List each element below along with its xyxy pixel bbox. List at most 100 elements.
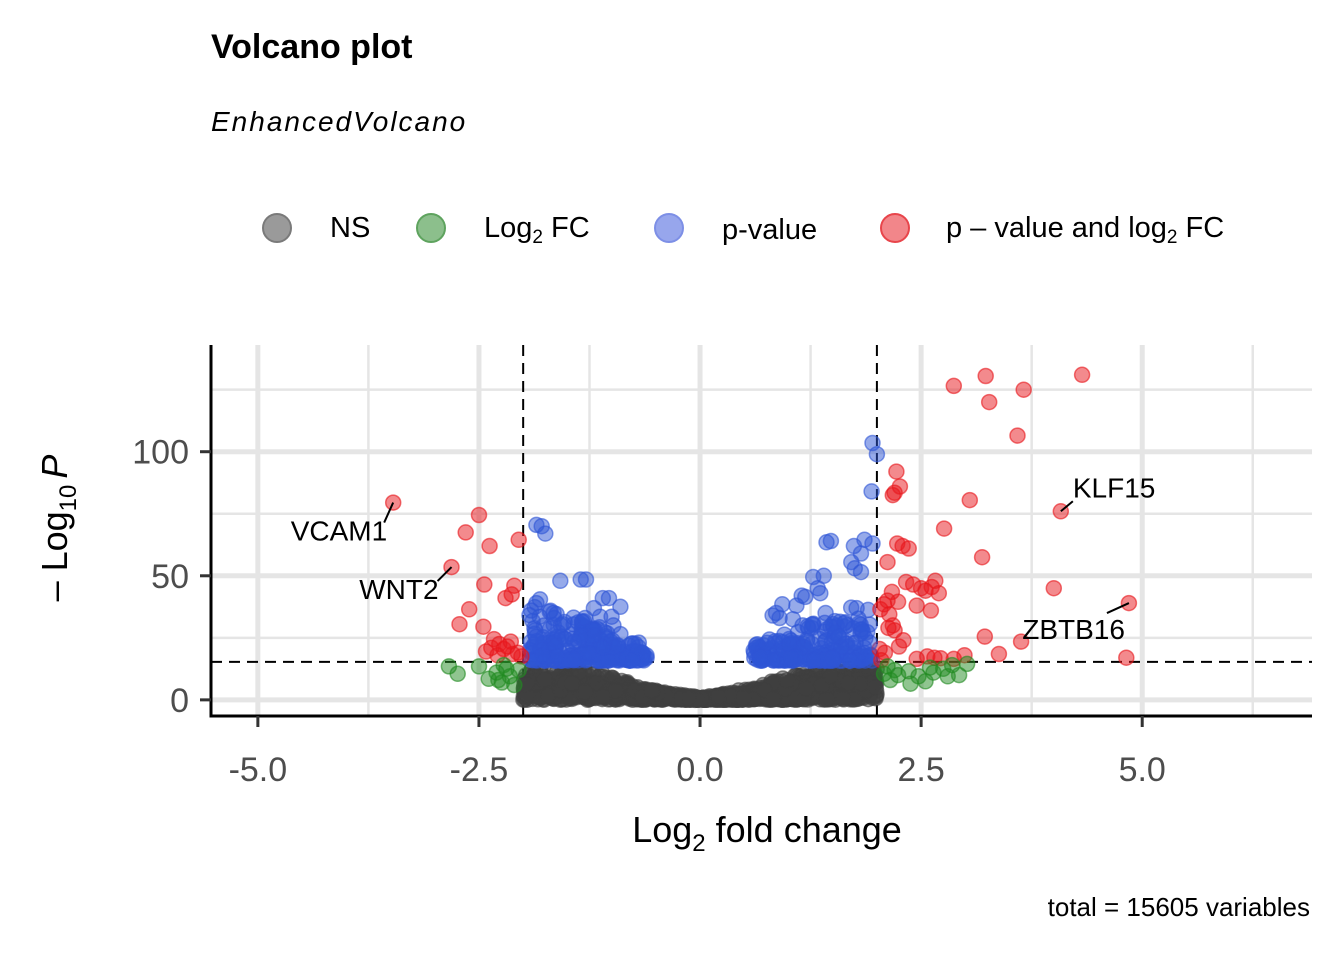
point-pvalue	[847, 634, 864, 652]
legend-label-both-post: FC	[1177, 212, 1225, 244]
point-pvalue-and-log2fc	[908, 597, 925, 614]
point-pvalue	[788, 597, 805, 614]
y-axis-label: – Log10 P	[34, 455, 82, 602]
chart-title: Volcano plot	[211, 28, 413, 66]
point-pvalue	[576, 609, 594, 627]
point-pvalue-and-log2fc	[980, 393, 998, 411]
point-ns	[680, 689, 697, 707]
point-pvalue-and-log2fc	[1009, 427, 1026, 444]
legend-key-ns-icon	[262, 213, 292, 243]
point-ns	[797, 680, 815, 697]
gene-label-connector	[436, 566, 453, 582]
point-log2fc	[925, 664, 942, 681]
point-pvalue	[804, 615, 821, 633]
point-pvalue-and-log2fc	[476, 576, 493, 593]
point-pvalue	[585, 627, 603, 644]
point-pvalue-and-log2fc	[977, 367, 994, 385]
point-pvalue	[782, 649, 800, 666]
point-ns	[734, 689, 752, 707]
point-log2fc	[879, 658, 896, 675]
point-pvalue-and-log2fc	[1012, 633, 1030, 650]
point-pvalue	[822, 532, 840, 550]
point-log2fc	[470, 658, 488, 675]
chart-caption: total = 15605 variables	[1047, 892, 1310, 922]
point-pvalue	[548, 648, 566, 665]
point-pvalue	[824, 649, 841, 667]
point-pvalue-and-log2fc	[945, 377, 963, 395]
point-pvalue-and-log2fc	[483, 639, 500, 657]
point-pvalue	[609, 637, 627, 654]
x-tick-label: -2.5	[450, 751, 509, 789]
point-ns	[563, 675, 581, 692]
point-pvalue-and-log2fc	[510, 531, 527, 549]
point-log2fc	[490, 671, 507, 689]
legend-label-log2fc-pre: Log	[484, 212, 533, 244]
x-tick-label: 5.0	[1119, 751, 1166, 789]
point-pvalue-and-log2fc	[935, 520, 953, 537]
point-log2fc	[943, 656, 961, 674]
point-pvalue-and-log2fc	[961, 491, 979, 509]
legend-label-both-pre: p – value and log	[946, 212, 1167, 244]
gene-label-vcam1: VCAM1	[291, 516, 387, 547]
point-pvalue	[537, 525, 554, 542]
point-pvalue	[638, 647, 655, 664]
point-pvalue	[868, 445, 886, 463]
point-pvalue	[534, 646, 551, 664]
point-ns	[710, 688, 727, 705]
point-pvalue-and-log2fc	[990, 645, 1008, 663]
y-tick-label: 50	[151, 558, 189, 596]
point-pvalue-and-log2fc	[973, 548, 991, 566]
point-pvalue	[522, 602, 540, 619]
point-pvalue	[841, 652, 859, 669]
legend-label-both-sub: 2	[1166, 227, 1178, 248]
point-pvalue	[848, 599, 865, 617]
point-log2fc	[506, 676, 523, 694]
point-pvalue-and-log2fc	[470, 506, 488, 524]
point-ns	[834, 690, 852, 708]
point-pvalue-and-log2fc	[509, 644, 527, 661]
point-log2fc	[889, 666, 907, 684]
x-axis-label-sub: 2	[692, 830, 705, 857]
point-log2fc	[902, 675, 919, 692]
legend-label-log2fc-sub: 2	[532, 227, 543, 248]
gene-labels: VCAM1 WNT2 KLF15 ZBTB16	[291, 472, 1156, 645]
point-pvalue	[552, 572, 569, 590]
point-pvalue	[554, 615, 572, 633]
x-axis-label-post: fold change	[706, 809, 902, 850]
point-log2fc	[958, 655, 976, 673]
point-ns	[867, 679, 884, 696]
point-pvalue	[527, 628, 545, 646]
point-ns	[576, 683, 594, 701]
legend-key-pvalue-and-log2fc-icon	[880, 213, 910, 243]
gene-label-zbtb16: ZBTB16	[1022, 614, 1125, 645]
point-log2fc	[498, 660, 515, 678]
point-pvalue-and-log2fc	[889, 593, 907, 611]
point-log2fc	[449, 665, 466, 683]
point-pvalue-and-log2fc	[922, 602, 940, 619]
x-tick-label: 2.5	[897, 751, 944, 789]
data-points	[384, 366, 1138, 709]
x-axis-label: Log2 fold change	[632, 809, 902, 857]
point-pvalue-and-log2fc	[976, 628, 994, 645]
point-pvalue-and-log2fc	[481, 537, 498, 555]
point-pvalue	[803, 635, 820, 653]
legend-label-log2fc-post: FC	[542, 212, 590, 244]
y-axis-label-sub: 10	[55, 485, 82, 512]
point-pvalue	[830, 628, 848, 645]
point-ns	[778, 672, 796, 689]
point-pvalue	[557, 630, 574, 648]
point-pvalue	[577, 571, 595, 588]
y-tick-label: 100	[132, 434, 189, 472]
point-pvalue-and-log2fc	[1118, 649, 1135, 666]
point-pvalue-and-log2fc	[475, 618, 492, 635]
point-ns	[594, 688, 612, 705]
point-pvalue-and-log2fc	[917, 582, 934, 599]
y-ticks: 0 50 100	[132, 434, 211, 720]
point-pvalue	[863, 483, 880, 500]
point-pvalue	[861, 634, 879, 652]
legend-label-ns: NS	[330, 212, 371, 244]
y-axis-label-pre: – Log	[34, 511, 75, 601]
point-pvalue-and-log2fc	[930, 584, 948, 602]
point-pvalue	[580, 645, 598, 662]
